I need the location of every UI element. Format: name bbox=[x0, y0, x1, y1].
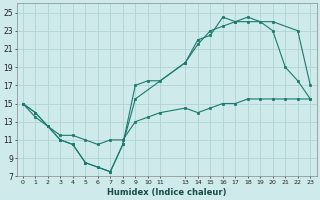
X-axis label: Humidex (Indice chaleur): Humidex (Indice chaleur) bbox=[107, 188, 226, 197]
